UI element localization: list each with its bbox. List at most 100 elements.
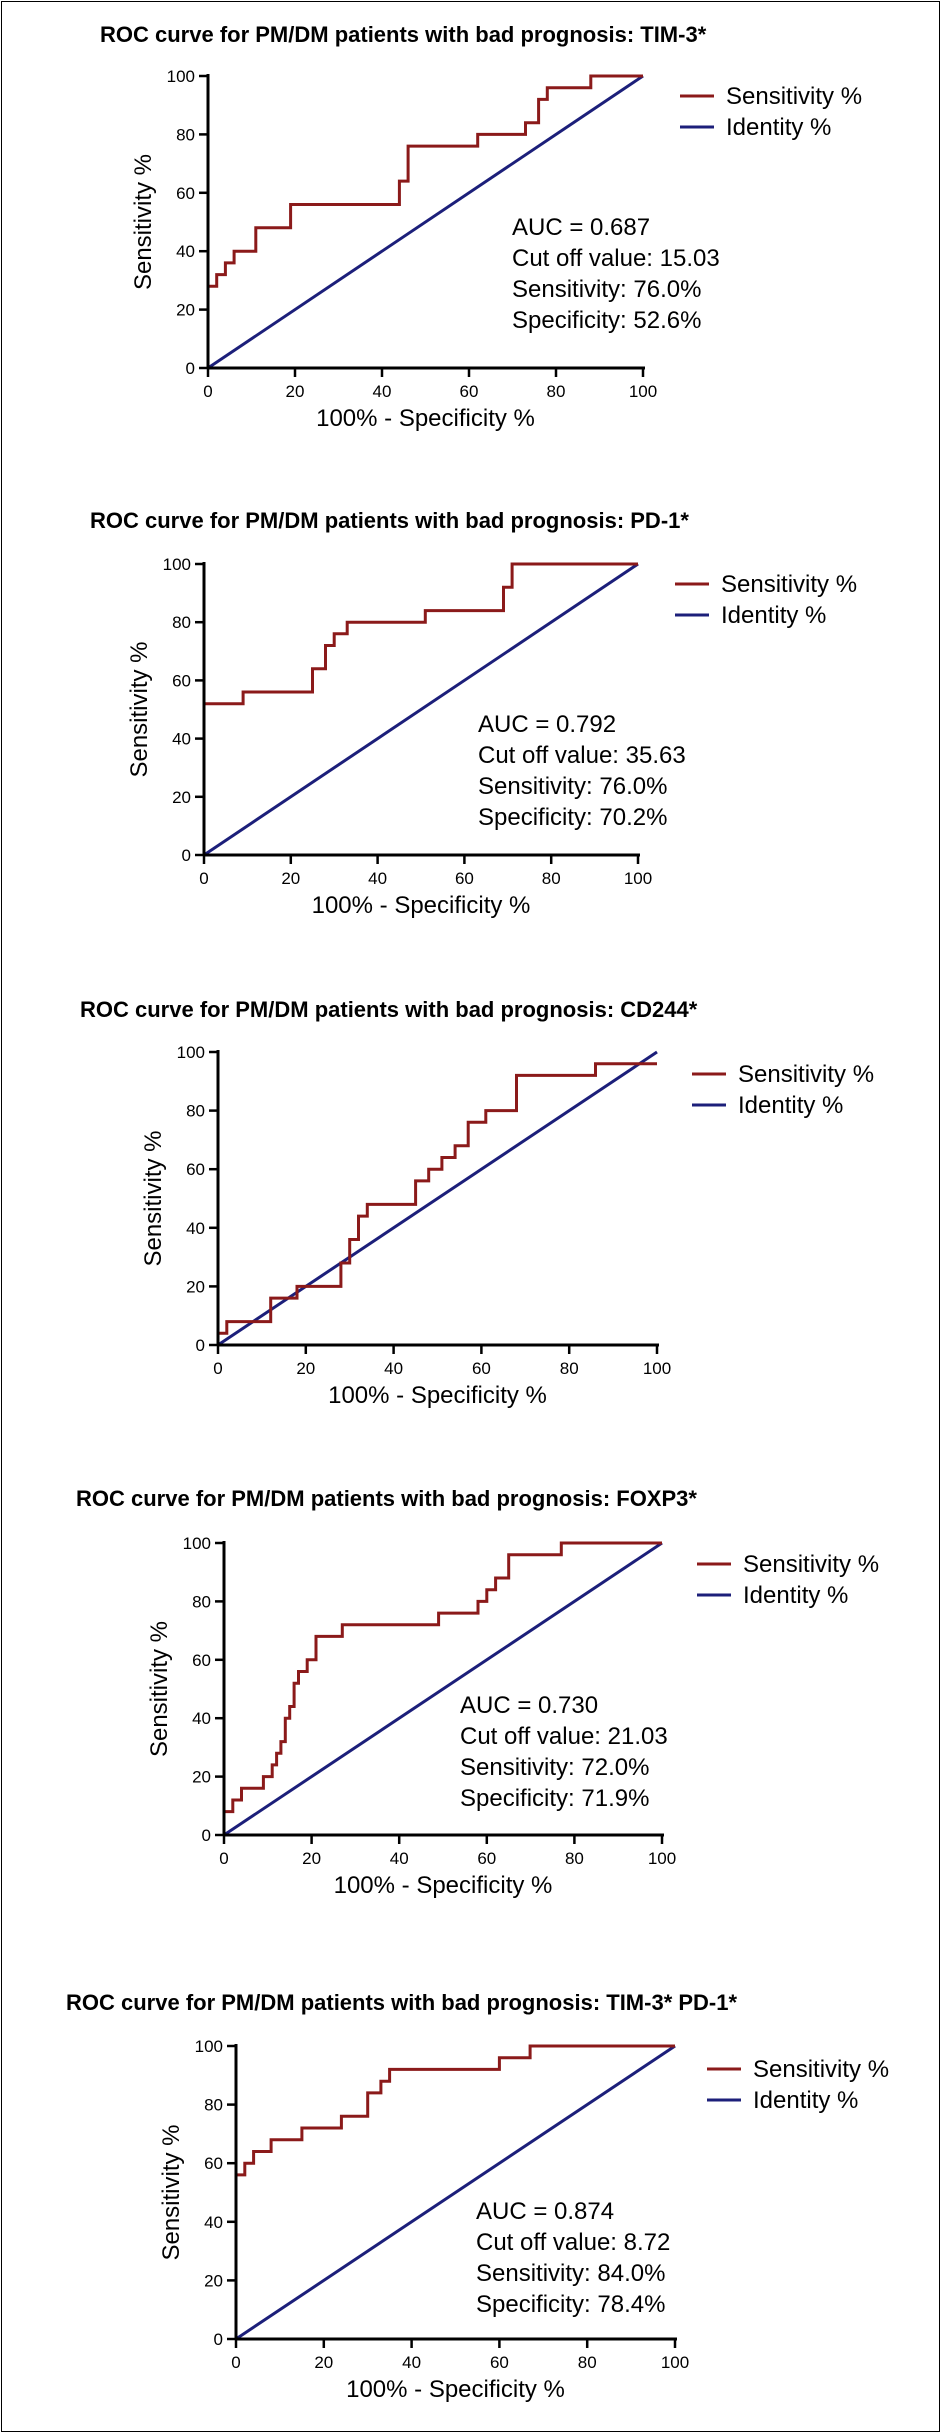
y-tick-label: 0 bbox=[186, 359, 195, 378]
x-tick-label: 80 bbox=[565, 1849, 584, 1868]
legend-label: Sensitivity % bbox=[753, 2056, 889, 2083]
y-tick-label: 0 bbox=[202, 1826, 211, 1845]
roc-chart-2: ROC curve for PM/DM patients with bad pr… bbox=[90, 508, 857, 919]
stats-annotation: Sensitivity: 84.0% bbox=[476, 2260, 665, 2287]
x-tick-label: 40 bbox=[384, 1359, 403, 1378]
sensitivity-curve bbox=[206, 74, 643, 368]
y-tick-label: 20 bbox=[176, 301, 195, 320]
stats-annotation: Sensitivity: 72.0% bbox=[460, 1754, 649, 1781]
x-tick-label: 0 bbox=[231, 2353, 240, 2372]
y-tick-label: 80 bbox=[176, 125, 195, 144]
legend-label: Identity % bbox=[743, 1582, 848, 1609]
stats-annotation: Cut off value: 21.03 bbox=[460, 1723, 668, 1750]
sensitivity-curve bbox=[234, 2044, 675, 2339]
x-tick-label: 60 bbox=[455, 869, 474, 888]
legend-label: Identity % bbox=[726, 114, 831, 141]
y-tick-label: 60 bbox=[172, 671, 191, 690]
x-tick-label: 40 bbox=[368, 869, 387, 888]
stats-annotation: Sensitivity: 76.0% bbox=[512, 276, 701, 303]
legend-label: Identity % bbox=[721, 602, 826, 629]
identity-line bbox=[217, 1050, 658, 1347]
stats-annotation: Cut off value: 8.72 bbox=[476, 2229, 670, 2256]
y-tick-label: 0 bbox=[182, 846, 191, 865]
y-tick-label: 40 bbox=[204, 2213, 223, 2232]
x-tick-label: 20 bbox=[302, 1849, 321, 1868]
x-tick-label: 100 bbox=[643, 1359, 671, 1378]
y-axis-label: Sensitivity % bbox=[130, 154, 157, 290]
y-tick-label: 100 bbox=[163, 555, 191, 574]
y-axis-label: Sensitivity % bbox=[158, 2124, 185, 2260]
stats-annotation: AUC = 0.792 bbox=[478, 711, 616, 738]
x-tick-label: 80 bbox=[547, 382, 566, 401]
y-tick-label: 100 bbox=[177, 1043, 205, 1062]
y-tick-label: 40 bbox=[176, 242, 195, 261]
x-axis-label: 100% - Specificity % bbox=[346, 2376, 565, 2403]
y-tick-label: 60 bbox=[204, 2154, 223, 2173]
stats-annotation: Specificity: 71.9% bbox=[460, 1785, 649, 1812]
y-tick-label: 40 bbox=[186, 1219, 205, 1238]
x-tick-label: 100 bbox=[629, 382, 657, 401]
x-tick-label: 20 bbox=[314, 2353, 333, 2372]
x-axis-label: 100% - Specificity % bbox=[328, 1382, 547, 1409]
x-tick-label: 60 bbox=[460, 382, 479, 401]
roc-chart-5: ROC curve for PM/DM patients with bad pr… bbox=[66, 1990, 889, 2403]
chart-title: ROC curve for PM/DM patients with bad pr… bbox=[100, 22, 707, 47]
y-tick-label: 80 bbox=[186, 1102, 205, 1121]
y-tick-label: 0 bbox=[214, 2330, 223, 2349]
y-tick-label: 80 bbox=[192, 1592, 211, 1611]
legend-label: Identity % bbox=[738, 1092, 843, 1119]
stats-annotation: Specificity: 78.4% bbox=[476, 2291, 665, 2318]
x-tick-label: 100 bbox=[624, 869, 652, 888]
sensitivity-curve bbox=[202, 562, 638, 855]
x-tick-label: 40 bbox=[373, 382, 392, 401]
x-tick-label: 80 bbox=[578, 2353, 597, 2372]
legend-label: Sensitivity % bbox=[738, 1061, 874, 1088]
x-tick-label: 20 bbox=[296, 1359, 315, 1378]
x-tick-label: 80 bbox=[542, 869, 561, 888]
stats-annotation: AUC = 0.687 bbox=[512, 214, 650, 241]
roc-chart-4: ROC curve for PM/DM patients with bad pr… bbox=[76, 1486, 879, 1899]
identity-line bbox=[223, 1541, 663, 1837]
y-axis-label: Sensitivity % bbox=[126, 641, 153, 777]
chart-title: ROC curve for PM/DM patients with bad pr… bbox=[76, 1486, 697, 1511]
x-tick-label: 60 bbox=[490, 2353, 509, 2372]
stats-annotation: AUC = 0.730 bbox=[460, 1692, 598, 1719]
y-tick-label: 40 bbox=[192, 1709, 211, 1728]
roc-chart-3: ROC curve for PM/DM patients with bad pr… bbox=[80, 997, 874, 1409]
x-tick-label: 0 bbox=[203, 382, 212, 401]
x-tick-label: 40 bbox=[390, 1849, 409, 1868]
x-tick-label: 20 bbox=[281, 869, 300, 888]
stats-annotation: AUC = 0.874 bbox=[476, 2198, 614, 2225]
y-tick-label: 20 bbox=[172, 788, 191, 807]
identity-line bbox=[207, 74, 644, 370]
x-tick-label: 0 bbox=[199, 869, 208, 888]
x-tick-label: 0 bbox=[213, 1359, 222, 1378]
y-tick-label: 80 bbox=[204, 2096, 223, 2115]
identity-line bbox=[235, 2044, 676, 2341]
stats-annotation: Cut off value: 15.03 bbox=[512, 245, 720, 272]
y-tick-label: 60 bbox=[176, 184, 195, 203]
x-axis-label: 100% - Specificity % bbox=[316, 405, 535, 432]
roc-chart-1: ROC curve for PM/DM patients with bad pr… bbox=[100, 22, 862, 432]
stats-annotation: Sensitivity: 76.0% bbox=[478, 773, 667, 800]
x-tick-label: 20 bbox=[286, 382, 305, 401]
legend-label: Sensitivity % bbox=[726, 83, 862, 110]
x-tick-label: 60 bbox=[472, 1359, 491, 1378]
legend-label: Sensitivity % bbox=[743, 1551, 879, 1578]
x-axis-label: 100% - Specificity % bbox=[334, 1872, 553, 1899]
chart-title: ROC curve for PM/DM patients with bad pr… bbox=[90, 508, 689, 533]
x-tick-label: 100 bbox=[648, 1849, 676, 1868]
y-tick-label: 20 bbox=[192, 1768, 211, 1787]
x-tick-label: 40 bbox=[402, 2353, 421, 2372]
legend-label: Identity % bbox=[753, 2087, 858, 2114]
x-tick-label: 80 bbox=[560, 1359, 579, 1378]
x-tick-label: 0 bbox=[219, 1849, 228, 1868]
x-axis-label: 100% - Specificity % bbox=[312, 892, 531, 919]
x-tick-label: 100 bbox=[661, 2353, 689, 2372]
sensitivity-curve bbox=[216, 1062, 657, 1345]
y-tick-label: 80 bbox=[172, 613, 191, 632]
y-tick-label: 100 bbox=[195, 2037, 223, 2056]
y-tick-label: 20 bbox=[186, 1277, 205, 1296]
y-axis-label: Sensitivity % bbox=[146, 1621, 173, 1757]
